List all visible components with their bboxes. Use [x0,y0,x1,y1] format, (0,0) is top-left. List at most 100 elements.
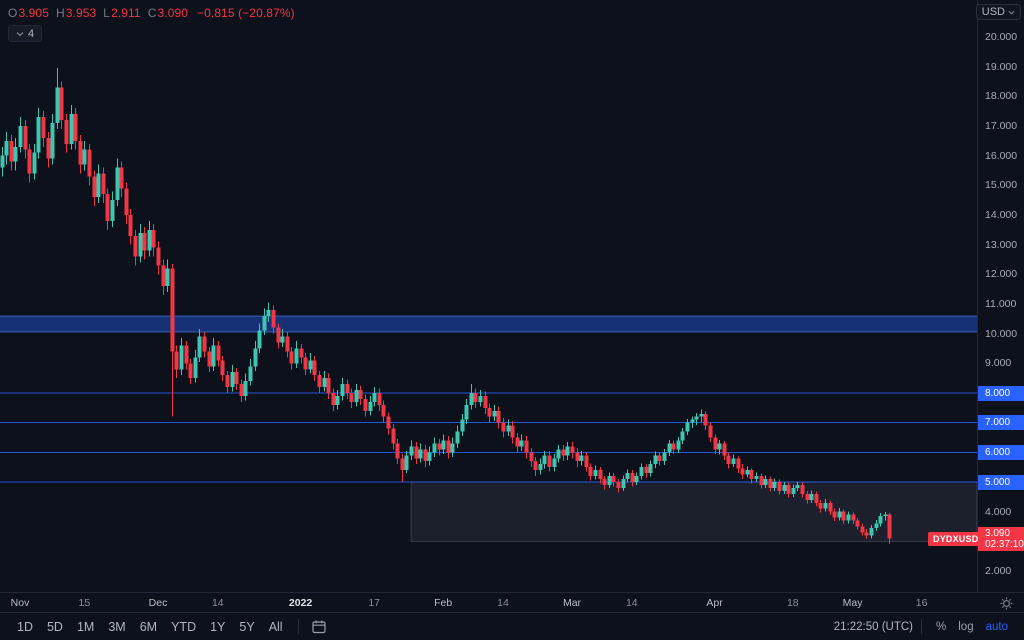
candle[interactable] [680,428,685,445]
legend-collapse-badge[interactable]: 4 [8,25,43,42]
candle[interactable] [749,468,754,484]
candle[interactable] [331,388,336,411]
candle[interactable] [289,347,294,370]
candle[interactable] [653,451,658,468]
candle[interactable] [92,170,97,207]
candle[interactable] [142,226,147,260]
candle[interactable] [101,167,106,204]
candle[interactable] [722,441,727,460]
candle[interactable] [519,434,524,451]
candle[interactable] [87,143,92,186]
candle[interactable] [487,403,492,423]
log-scale-button[interactable]: log [952,618,979,636]
candle[interactable] [368,395,373,416]
level-price-label[interactable]: 6.000 [978,444,1024,460]
range-button-1y[interactable]: 1Y [203,617,232,637]
candle[interactable] [685,419,690,436]
candle[interactable] [887,513,892,544]
candle[interactable] [533,456,538,477]
candle[interactable] [740,464,745,480]
candle[interactable] [593,465,598,480]
auto-scale-button[interactable]: auto [980,618,1014,636]
candle[interactable] [418,443,423,463]
candle[interactable] [460,413,465,437]
candle[interactable] [119,161,124,198]
candle[interactable] [303,352,308,376]
candle[interactable] [754,472,759,482]
candle[interactable] [818,499,823,513]
candle[interactable] [0,146,5,177]
candle[interactable] [763,475,768,488]
candle[interactable] [621,475,626,491]
candle[interactable] [828,500,833,516]
candle[interactable] [602,476,607,490]
candle[interactable] [248,358,253,386]
chart-pane[interactable]: O 3.905 H 3.953 L 2.911 C 3.090 −0.815 (−20.87%)… [0,0,984,592]
candle[interactable] [851,512,856,525]
candle[interactable] [386,412,391,435]
candle[interactable] [496,406,501,429]
candle[interactable] [156,241,161,275]
range-button-5d[interactable]: 5D [40,617,70,637]
go-to-date-button[interactable] [307,617,331,637]
candle[interactable] [340,378,345,401]
range-button-3m[interactable]: 3M [101,617,132,637]
level-price-label[interactable]: 8.000 [978,385,1024,401]
candle[interactable] [312,355,317,382]
candle[interactable] [717,439,722,455]
candle[interactable] [354,384,359,407]
candle[interactable] [147,220,152,257]
candle[interactable] [671,440,676,454]
candle[interactable] [64,114,69,153]
candle[interactable] [864,528,869,539]
candle[interactable] [115,158,120,207]
candle[interactable] [676,436,681,453]
candle[interactable] [32,143,37,180]
candle[interactable] [483,391,488,414]
candle[interactable] [699,409,704,423]
candle[interactable] [607,472,612,488]
candlestick-chart[interactable] [0,0,977,592]
candle[interactable] [165,259,170,293]
candle[interactable] [55,68,60,129]
candle[interactable] [294,341,299,368]
candle[interactable] [878,513,883,527]
candle[interactable] [634,472,639,485]
candle[interactable] [377,388,382,411]
candle[interactable] [639,463,644,480]
candle[interactable] [450,437,455,457]
candle[interactable] [731,454,736,468]
candle[interactable] [782,482,787,494]
candle[interactable] [423,444,428,468]
candle[interactable] [335,390,340,410]
candle[interactable] [414,441,419,465]
candle[interactable] [584,452,589,472]
candle[interactable] [13,137,18,171]
candle[interactable] [276,323,281,349]
candle[interactable] [36,108,41,159]
candle[interactable] [151,223,156,257]
candle[interactable] [400,453,405,482]
candle[interactable] [855,518,860,530]
candle[interactable] [772,478,777,491]
candle[interactable] [50,114,55,165]
candle[interactable] [193,349,198,383]
candle[interactable] [538,458,543,475]
level-price-label[interactable]: 5.000 [978,474,1024,490]
candle[interactable] [105,188,110,230]
candle[interactable] [239,379,244,402]
candle[interactable] [446,436,451,459]
candle[interactable] [23,120,28,159]
candle[interactable] [823,499,828,512]
candle[interactable] [745,466,750,478]
range-button-1m[interactable]: 1M [70,617,101,637]
candle[interactable] [69,105,74,150]
candle[interactable] [506,419,511,437]
candle[interactable] [768,476,773,492]
currency-toggle-button[interactable]: USD [975,4,1021,20]
candle[interactable] [27,143,32,183]
candle[interactable] [234,367,239,391]
candle[interactable] [492,404,497,422]
candle[interactable] [271,305,276,334]
candle[interactable] [625,469,630,483]
